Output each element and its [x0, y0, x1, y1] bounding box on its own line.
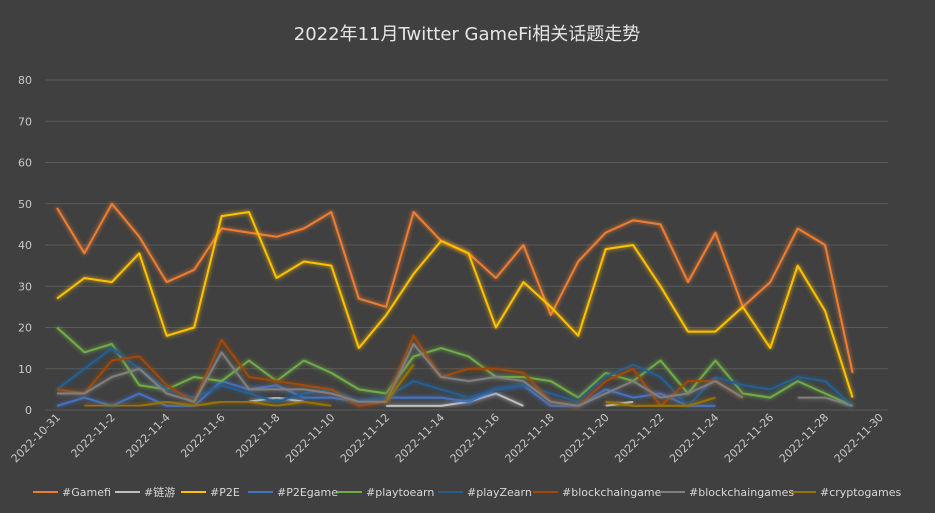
- series-line: [57, 343, 744, 407]
- series-group: [56, 211, 854, 398]
- x-axis-ticks: 2022-10-31 2022-11-2 2022-11-4 2022-11-6 202…: [9, 411, 886, 465]
- series-group: [56, 326, 854, 407]
- series-line: [385, 364, 415, 403]
- x-tick-label: 2022-11-20: [557, 411, 611, 465]
- x-tick-label: 2022-11-30: [832, 411, 886, 465]
- series-line: [56, 326, 854, 407]
- gridlines: [45, 79, 888, 411]
- series-line: [56, 347, 854, 407]
- series-line: [248, 396, 305, 403]
- legend-label: #playZearn: [467, 486, 532, 499]
- x-tick-label: 2022-10-31: [9, 411, 63, 465]
- legend-label: #P2Egame: [277, 486, 338, 499]
- legend-label: #blockchaingames: [689, 486, 794, 499]
- x-tick-label: 2022-11-14: [393, 411, 447, 465]
- legend-label: #P2E: [210, 486, 240, 499]
- series-line: [84, 400, 332, 407]
- legend-label: #playtoearn: [366, 486, 434, 499]
- x-tick-label: 2022-11-10: [283, 411, 337, 465]
- series-line: [56, 202, 854, 374]
- y-tick-label: 60: [18, 157, 32, 170]
- x-tick-label: 2022-11-24: [667, 411, 721, 465]
- y-tick-label: 70: [18, 115, 32, 128]
- series-line: [386, 392, 524, 407]
- chart-title: 2022年11月Twitter GameFi相关话题走势: [294, 24, 640, 45]
- legend-label: #blockchaingame: [562, 486, 662, 499]
- y-tick-label: 0: [25, 404, 32, 417]
- x-tick-label: 2022-11-18: [503, 411, 557, 465]
- legend-label: #cryptogames: [820, 486, 902, 499]
- x-tick-label: 2022-11-6: [178, 411, 227, 460]
- series-line: [56, 211, 854, 398]
- legend-label: #链游: [144, 485, 175, 499]
- series-group: [56, 334, 744, 407]
- x-tick-label: 2022-11-2: [69, 411, 118, 460]
- series-group: [84, 392, 634, 407]
- series-group: [56, 202, 854, 374]
- legend: #Gamefi #链游 #P2E #P2Egame #playtoearn #playZe…: [33, 485, 902, 499]
- y-tick-label: 40: [18, 239, 32, 252]
- y-tick-label: 20: [18, 322, 32, 335]
- x-tick-label: 2022-11-4: [123, 411, 172, 460]
- x-tick-label: 2022-11-28: [777, 411, 831, 465]
- series-line: [605, 396, 716, 407]
- x-tick-label: 2022-11-26: [722, 411, 776, 465]
- x-tick-label: 2022-11-8: [233, 411, 282, 460]
- series-group: [84, 364, 716, 407]
- y-axis-ticks: 0 10 20 30 40 50 60 70 80: [18, 74, 32, 417]
- series-line: [56, 334, 744, 407]
- x-tick-label: 2022-11-12: [338, 411, 392, 465]
- y-tick-label: 30: [18, 280, 32, 293]
- legend-label: #Gamefi: [62, 486, 111, 499]
- y-tick-label: 10: [18, 363, 32, 376]
- series-group: [56, 347, 854, 407]
- x-tick-label: 2022-11-22: [612, 411, 666, 465]
- x-tick-label: 2022-11-16: [448, 411, 502, 465]
- y-tick-label: 50: [18, 198, 32, 211]
- series-group: [57, 343, 853, 407]
- series-lines: [56, 202, 854, 407]
- y-tick-label: 80: [18, 74, 32, 87]
- series-line: [797, 396, 853, 407]
